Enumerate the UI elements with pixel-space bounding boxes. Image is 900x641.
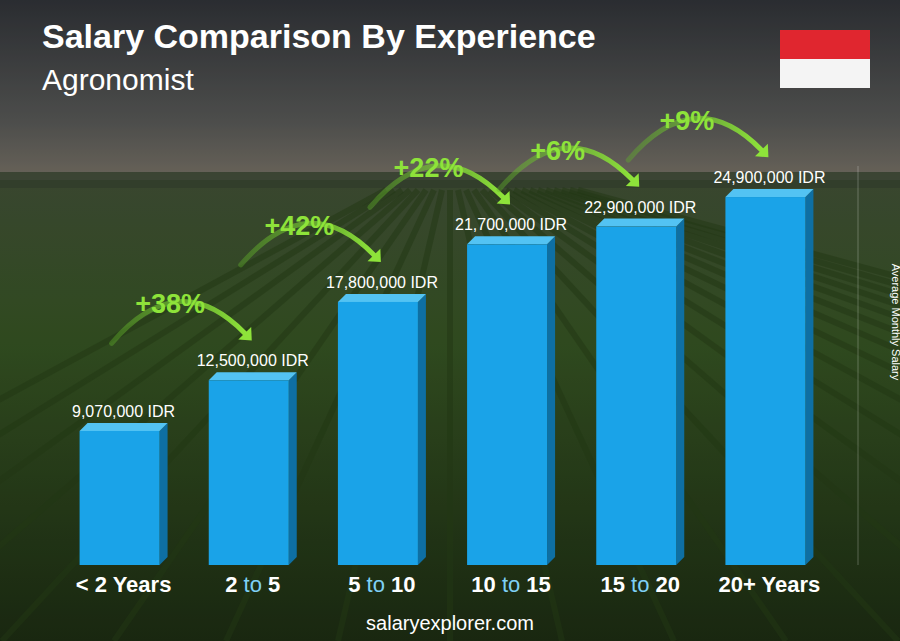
- category-label: 5 to 10: [348, 572, 415, 597]
- category-part: 5: [348, 572, 360, 597]
- flag-white: [780, 59, 870, 88]
- chart-svg: 9,070,000 IDR < 2 Years 12,500,000 IDR 2 to…: [0, 0, 900, 641]
- category-part: 5: [268, 572, 280, 597]
- category-part: 15: [600, 572, 624, 597]
- bar: [80, 431, 160, 565]
- growth-arrowhead: [367, 249, 380, 262]
- category-part: 10: [391, 572, 415, 597]
- bars: [80, 189, 814, 565]
- subtitle: Agronomist: [42, 63, 194, 96]
- data-label: 21,700,000 IDR: [455, 216, 567, 233]
- y-axis-label: Average Monthly Salary: [890, 264, 900, 381]
- background-shade: [0, 0, 900, 641]
- bar-side: [547, 236, 555, 565]
- flag-red: [780, 30, 870, 59]
- category-label: < 2 Years: [76, 572, 172, 597]
- data-label: 9,070,000 IDR: [72, 403, 175, 420]
- category-part: 20: [656, 572, 680, 597]
- bar: [338, 302, 418, 565]
- source: salaryexplorer.com: [366, 612, 534, 634]
- bar-side: [289, 372, 297, 565]
- growth-label: +6%: [530, 136, 585, 166]
- growth-arrowhead: [626, 173, 639, 186]
- category-part: to: [237, 572, 268, 597]
- category-part: 2: [225, 572, 237, 597]
- bar-top: [338, 294, 426, 302]
- data-label: 17,800,000 IDR: [326, 274, 438, 291]
- bar: [209, 380, 289, 565]
- category-part: to: [361, 572, 392, 597]
- growth-arrowhead: [755, 144, 768, 157]
- growth-label: +42%: [264, 211, 334, 241]
- category-part: to: [496, 572, 527, 597]
- bar-top: [209, 372, 297, 380]
- category-part: to: [625, 572, 656, 597]
- bar-top: [725, 189, 813, 197]
- category-label: 10 to 15: [471, 572, 551, 597]
- growth-arrowhead: [497, 191, 510, 204]
- labels: 9,070,000 IDR < 2 Years 12,500,000 IDR 2 to…: [72, 169, 825, 597]
- category-part: 10: [471, 572, 495, 597]
- data-label: 22,900,000 IDR: [584, 199, 696, 216]
- background-row: [458, 190, 562, 641]
- bar-side: [418, 294, 426, 565]
- category-part: 15: [526, 572, 550, 597]
- data-label: 24,900,000 IDR: [713, 169, 825, 186]
- bar: [467, 244, 547, 565]
- growth-label: +22%: [394, 153, 464, 183]
- bar-side: [676, 219, 684, 565]
- category-label: 15 to 20: [600, 572, 680, 597]
- bar-top: [467, 236, 555, 244]
- category-label: 2 to 5: [225, 572, 280, 597]
- bar-side: [805, 189, 813, 565]
- growth-arrowhead: [238, 327, 251, 340]
- bar-top: [596, 219, 684, 227]
- value-axis-line: [858, 166, 859, 565]
- category-label: 20+ Years: [719, 572, 821, 597]
- title: Salary Comparison By Experience: [42, 17, 596, 55]
- bar: [725, 197, 805, 565]
- bar-side: [160, 423, 168, 565]
- data-label: 12,500,000 IDR: [197, 352, 309, 369]
- growth-label: +38%: [135, 289, 205, 319]
- bar-top: [80, 423, 168, 431]
- growth-label: +9%: [659, 106, 714, 136]
- chart-root: 9,070,000 IDR < 2 Years 12,500,000 IDR 2 to…: [0, 0, 900, 641]
- annotations: +38% +42% +22% +6% +9%: [112, 106, 769, 343]
- bar: [596, 227, 676, 565]
